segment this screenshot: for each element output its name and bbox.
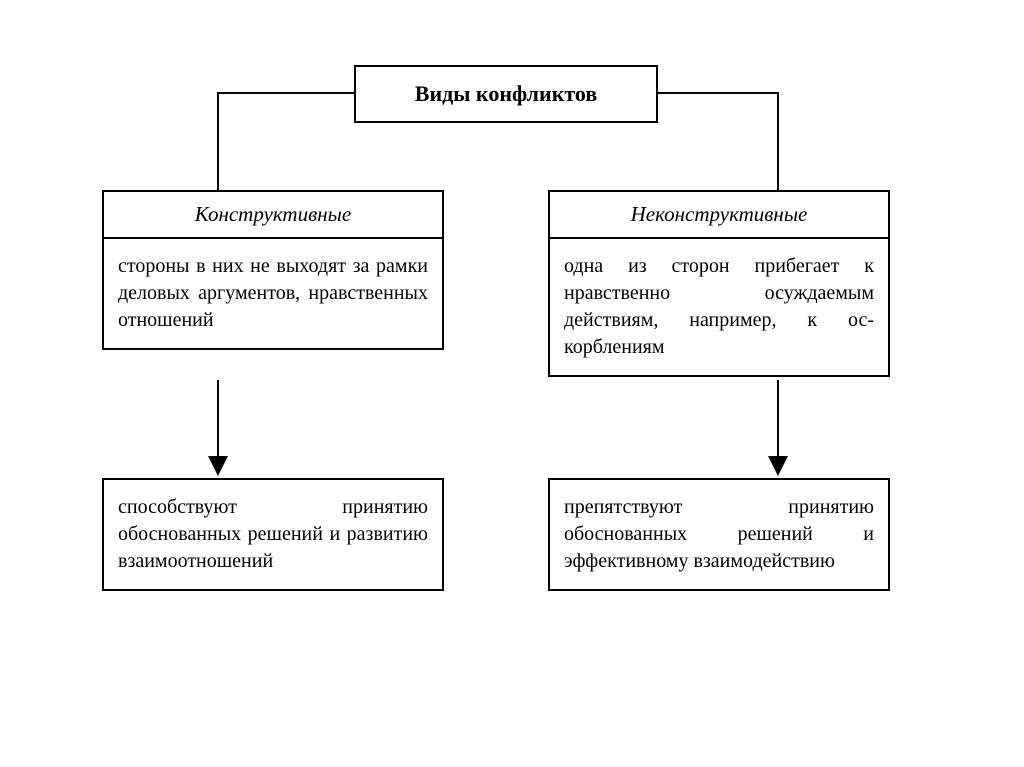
right-category-body: одна из сторон прибегает к нравственно о… bbox=[550, 239, 888, 375]
right-result-box: препятствуют принятию обоснованных решен… bbox=[548, 478, 890, 591]
right-result-text: препятствуют принятию обоснованных решен… bbox=[564, 496, 874, 572]
left-category-box: Конструктивные стороны в них не выходят … bbox=[102, 190, 444, 350]
left-category-body: стороны в них не выходят за рамки деловы… bbox=[104, 239, 442, 348]
left-category-title: Конструктивные bbox=[104, 192, 442, 239]
connector-title-to-left bbox=[218, 93, 354, 190]
left-result-box: способствуют принятию обоснованных решен… bbox=[102, 478, 444, 591]
title-box: Виды конфликтов bbox=[354, 65, 658, 123]
title-text: Виды конфликтов bbox=[415, 81, 597, 106]
connector-title-to-right bbox=[658, 93, 778, 190]
right-category-title: Неконструктивные bbox=[550, 192, 888, 239]
left-result-text: способствуют принятию обоснованных решен… bbox=[118, 496, 428, 572]
right-category-box: Неконструктивные одна из сторон прибегае… bbox=[548, 190, 890, 377]
